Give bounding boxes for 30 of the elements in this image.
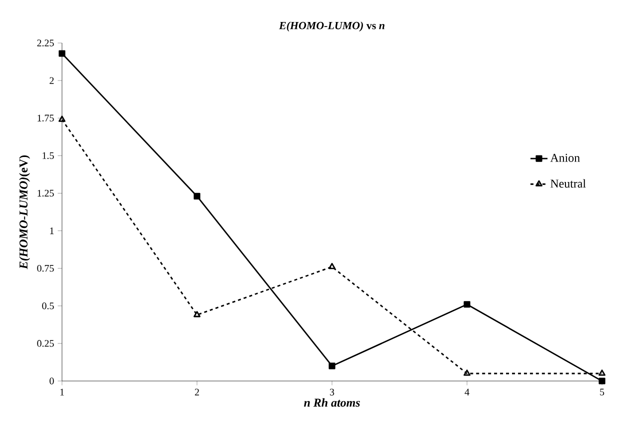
x-tick-label: 1	[60, 388, 64, 396]
y-tick-label: 1.75	[38, 114, 54, 122]
x-tick-label: 3	[330, 388, 334, 396]
point	[194, 192, 200, 200]
x-tick-label: 4	[464, 388, 470, 396]
point	[328, 362, 336, 370]
point	[464, 370, 470, 376]
y-tick-label: 2	[50, 77, 54, 84]
y-tick-label: 1	[50, 227, 54, 234]
point	[58, 116, 66, 122]
y-axis-title: E(HOMO-LUMO)(eV)	[19, 155, 30, 270]
x-tick-label: 5	[600, 388, 604, 396]
y-tick-label: 0.5	[42, 302, 54, 310]
y-tick-label: 0.75	[37, 264, 54, 272]
point	[598, 378, 606, 384]
point	[464, 301, 470, 308]
y-tick-label: 1.5	[42, 152, 54, 160]
chart-title: E(HOMO-LUMO) vs n	[278, 22, 384, 32]
legend-label: Neutral	[550, 179, 586, 188]
point	[58, 50, 66, 57]
y-tick-label: 2.25	[37, 40, 54, 46]
x-axis-title: n Rh atoms	[304, 398, 360, 407]
y-tick-label: 1.25	[38, 190, 54, 197]
point	[598, 370, 606, 376]
y-tick-label: 0	[50, 378, 54, 384]
y-tick-label: 0.25	[37, 340, 54, 347]
point	[194, 311, 200, 318]
point	[328, 262, 336, 270]
x-tick-label: 2	[194, 388, 199, 396]
legend-label: Anion	[550, 154, 580, 162]
